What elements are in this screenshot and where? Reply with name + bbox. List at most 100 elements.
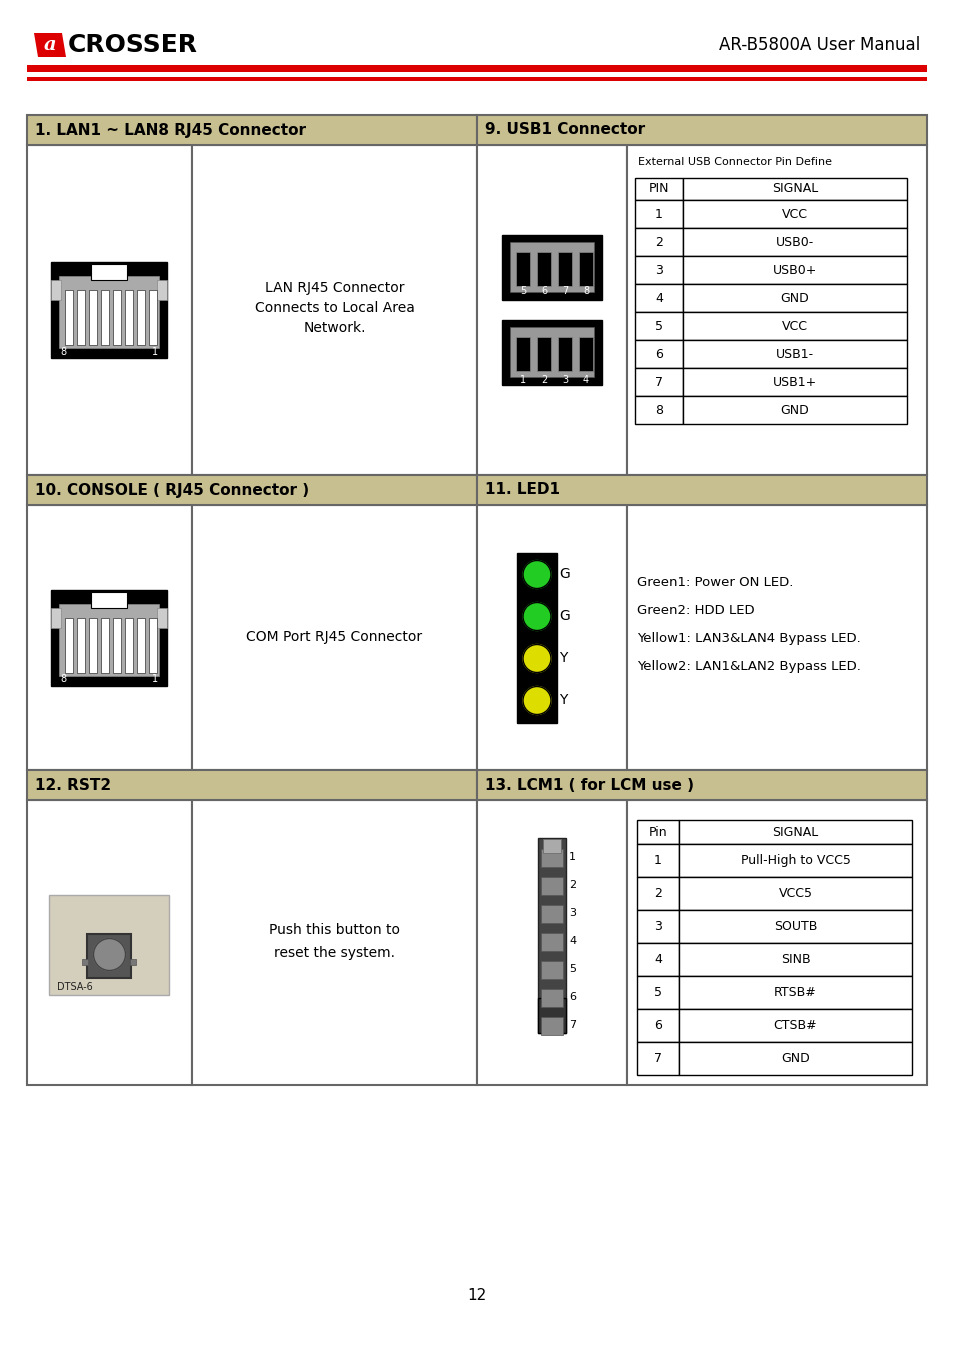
Text: COM Port RJ45 Connector: COM Port RJ45 Connector — [246, 630, 422, 644]
Bar — [679, 878, 911, 910]
Bar — [635, 369, 682, 396]
Bar — [510, 242, 594, 292]
Bar — [510, 327, 594, 377]
Bar — [27, 77, 926, 81]
Bar — [90, 617, 97, 672]
Text: SINB: SINB — [780, 953, 809, 967]
Bar — [516, 338, 530, 371]
Text: Y: Y — [558, 652, 567, 666]
Bar — [66, 617, 73, 672]
Bar — [90, 290, 97, 346]
Bar — [540, 849, 562, 867]
Bar — [578, 252, 593, 286]
Bar — [540, 904, 562, 922]
Text: SIGNAL: SIGNAL — [771, 182, 818, 196]
Text: RTSB#: RTSB# — [773, 986, 816, 999]
Bar — [51, 590, 168, 686]
Bar — [157, 279, 168, 300]
Bar — [635, 256, 682, 284]
Bar — [126, 617, 133, 672]
Bar — [635, 312, 682, 340]
Bar — [27, 144, 192, 475]
Bar — [476, 505, 626, 769]
Text: 8: 8 — [582, 286, 588, 296]
Bar — [77, 617, 86, 672]
Bar — [157, 608, 168, 628]
Bar — [679, 976, 911, 1008]
Text: 7: 7 — [561, 286, 568, 296]
Bar — [27, 769, 476, 801]
Text: GND: GND — [780, 292, 808, 305]
Bar — [682, 200, 906, 228]
Bar — [679, 944, 911, 976]
Text: GND: GND — [781, 1052, 809, 1065]
Bar — [59, 603, 159, 675]
Bar — [137, 617, 146, 672]
Bar — [27, 505, 192, 769]
Bar — [558, 252, 572, 286]
Bar — [150, 617, 157, 672]
Bar — [50, 895, 170, 995]
Text: 3: 3 — [654, 919, 661, 933]
Bar — [91, 265, 128, 279]
Bar — [626, 144, 926, 475]
Bar — [637, 910, 679, 944]
Text: Yellow1: LAN3&LAN4 Bypass LED.: Yellow1: LAN3&LAN4 Bypass LED. — [637, 632, 860, 645]
Text: 2: 2 — [540, 375, 547, 385]
Bar — [501, 235, 601, 300]
Bar — [131, 958, 136, 964]
Bar — [516, 252, 530, 286]
Bar — [637, 976, 679, 1008]
Text: 1: 1 — [654, 855, 661, 867]
Text: 2: 2 — [568, 880, 576, 891]
Bar — [540, 876, 562, 895]
Text: reset the system.: reset the system. — [274, 945, 395, 960]
Text: 5: 5 — [568, 964, 576, 975]
Bar — [192, 144, 476, 475]
Bar — [540, 1017, 562, 1034]
Bar — [59, 275, 159, 348]
Text: Network.: Network. — [303, 321, 365, 335]
Bar — [637, 1042, 679, 1075]
Text: VCC5: VCC5 — [778, 887, 812, 900]
Text: a: a — [44, 36, 56, 54]
Text: 5: 5 — [519, 286, 525, 296]
Circle shape — [522, 560, 551, 589]
Bar — [77, 290, 86, 346]
Circle shape — [522, 687, 551, 714]
Text: 8: 8 — [655, 404, 662, 417]
Circle shape — [522, 644, 551, 672]
Text: 1: 1 — [655, 208, 662, 220]
Text: 8: 8 — [60, 675, 67, 684]
Text: 4: 4 — [582, 375, 588, 385]
Bar — [27, 801, 192, 1085]
Bar — [682, 228, 906, 256]
Circle shape — [93, 938, 126, 971]
Bar — [679, 1008, 911, 1042]
Bar — [558, 338, 572, 371]
Text: 1. LAN1 ~ LAN8 RJ45 Connector: 1. LAN1 ~ LAN8 RJ45 Connector — [35, 123, 306, 138]
Bar — [476, 801, 626, 1085]
Text: G: G — [558, 567, 569, 582]
Bar — [682, 396, 906, 424]
Bar — [682, 178, 906, 200]
Bar — [537, 252, 551, 286]
Bar — [476, 144, 626, 475]
Text: SOUTB: SOUTB — [773, 919, 817, 933]
Bar — [537, 998, 565, 1033]
Bar — [91, 591, 128, 608]
Bar — [637, 1008, 679, 1042]
Text: SIGNAL: SIGNAL — [772, 825, 818, 838]
Text: GND: GND — [780, 404, 808, 417]
Bar — [626, 505, 926, 769]
Bar — [679, 819, 911, 844]
Text: USB0-: USB0- — [775, 235, 813, 248]
Text: 2: 2 — [655, 235, 662, 248]
Text: DTSA-6: DTSA-6 — [57, 983, 93, 992]
Bar — [679, 1042, 911, 1075]
Bar — [578, 338, 593, 371]
Bar — [27, 65, 926, 72]
Bar — [635, 178, 682, 200]
Bar — [637, 944, 679, 976]
Bar — [637, 878, 679, 910]
